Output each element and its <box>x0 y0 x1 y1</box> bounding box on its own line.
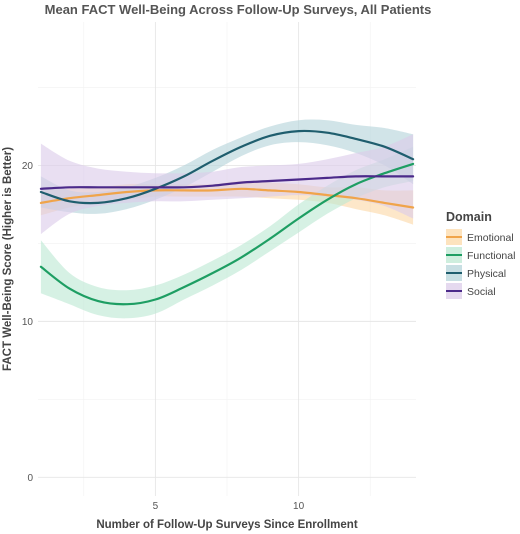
line-functional <box>39 162 415 306</box>
legend-label-physical: Physical <box>467 268 506 280</box>
y-tick-label: 0 <box>27 473 33 484</box>
legend-label-social: Social <box>467 286 496 298</box>
series-lines <box>39 129 415 306</box>
x-axis-title: Number of Follow-Up Surveys Since Enroll… <box>96 519 358 531</box>
line-emotional <box>39 187 415 209</box>
x-tick-label: 10 <box>293 501 305 512</box>
legend-label-functional: Functional <box>467 250 515 262</box>
legend-label-emotional: Emotional <box>467 232 514 244</box>
line-social <box>39 175 415 190</box>
axis-ticks: 5 10 0 10 20 <box>22 161 305 512</box>
legend-title: Domain <box>446 210 492 224</box>
line-physical <box>39 129 415 205</box>
y-axis-title: FACT Well-Being Score (Higher is Better) <box>2 147 14 371</box>
x-tick-label: 5 <box>153 501 159 512</box>
y-tick-label: 20 <box>22 161 34 172</box>
y-tick-label: 10 <box>22 317 34 328</box>
legend: Domain Emotional Functional Physical Social <box>446 210 515 299</box>
chart-title: Mean FACT Well-Being Across Follow-Up Su… <box>45 2 432 17</box>
